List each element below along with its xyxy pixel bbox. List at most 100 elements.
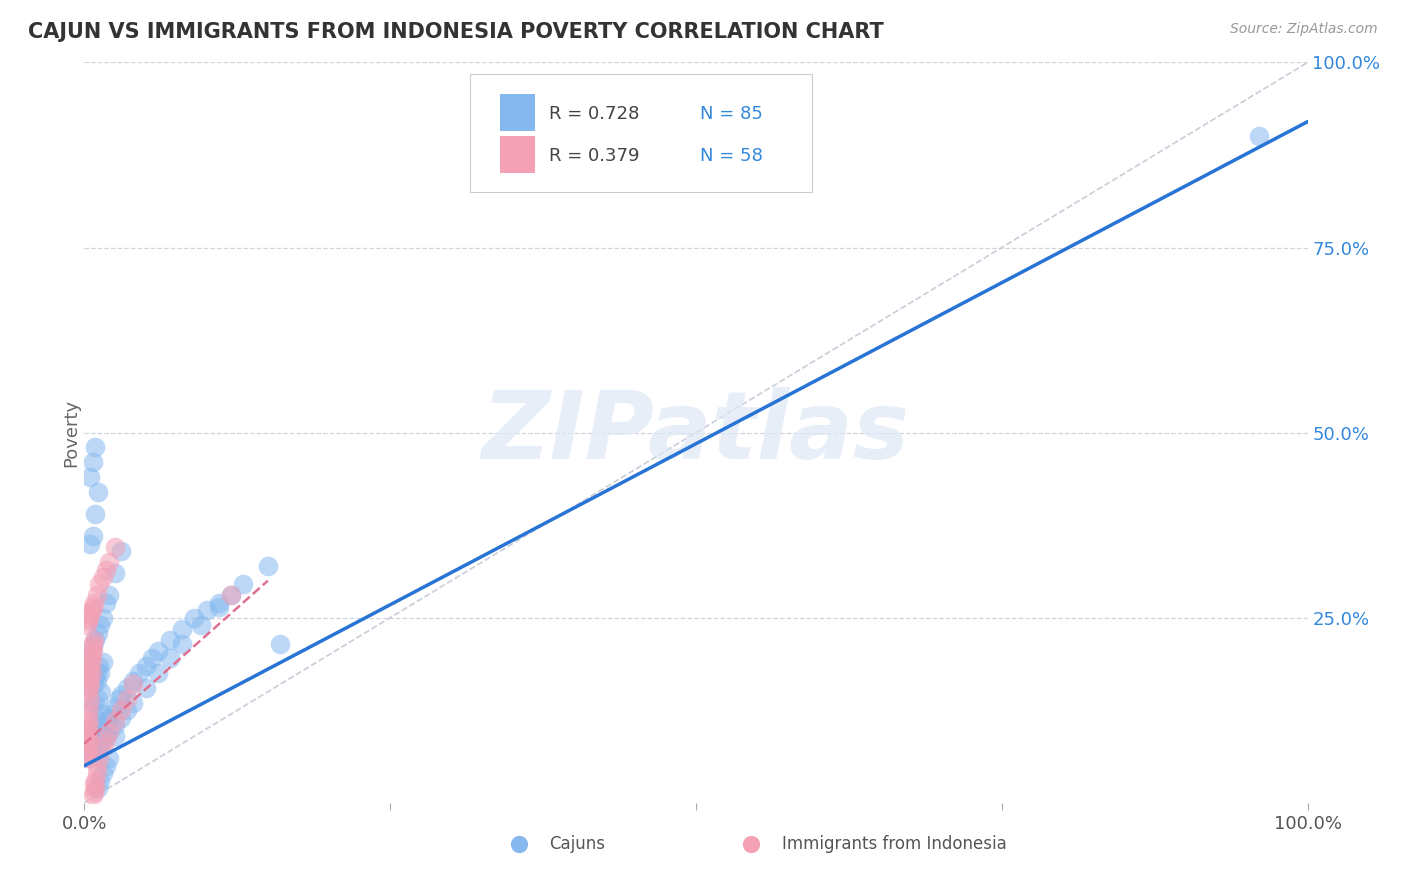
- Point: [96, 758, 118, 772]
- Point: [77, 718, 100, 732]
- Point: [77, 737, 100, 751]
- Point: [91, 732, 114, 747]
- Point: [135, 658, 157, 673]
- Point: [83, 596, 105, 610]
- Point: [83, 732, 105, 747]
- Point: [195, 603, 218, 617]
- Point: [89, 773, 111, 788]
- Point: [104, 566, 127, 581]
- Point: [80, 648, 103, 662]
- Point: [87, 658, 110, 673]
- Point: [76, 740, 98, 755]
- Point: [83, 777, 105, 791]
- Point: [190, 618, 212, 632]
- Point: [86, 718, 108, 732]
- Point: [82, 455, 104, 469]
- Point: [76, 722, 98, 736]
- Text: Cajuns: Cajuns: [550, 835, 605, 853]
- Point: [96, 732, 118, 747]
- Point: [87, 751, 110, 765]
- Point: [77, 615, 100, 629]
- Point: [84, 507, 107, 521]
- Point: [97, 751, 120, 765]
- Point: [96, 563, 118, 577]
- Point: [83, 785, 105, 799]
- Point: [172, 622, 194, 636]
- Point: [91, 610, 114, 624]
- Point: [79, 681, 101, 695]
- Point: [77, 732, 100, 747]
- Point: [87, 780, 110, 795]
- Point: [172, 637, 194, 651]
- Point: [89, 666, 111, 681]
- Point: [79, 658, 101, 673]
- Point: [79, 536, 101, 550]
- Point: [86, 729, 108, 743]
- Point: [77, 706, 100, 721]
- Point: [96, 729, 118, 743]
- Point: [269, 637, 291, 651]
- Point: [91, 655, 114, 669]
- Point: [77, 610, 100, 624]
- Point: [82, 599, 104, 614]
- Text: R = 0.728: R = 0.728: [550, 105, 640, 123]
- Point: [122, 677, 145, 691]
- Point: [79, 651, 101, 665]
- Point: [89, 618, 111, 632]
- Point: [84, 441, 107, 455]
- Point: [80, 699, 103, 714]
- Point: [87, 484, 110, 499]
- Point: [89, 725, 111, 739]
- Point: [110, 711, 132, 725]
- Point: [97, 725, 120, 739]
- Text: R = 0.379: R = 0.379: [550, 147, 640, 165]
- Point: [82, 644, 104, 658]
- Point: [87, 714, 110, 729]
- Point: [93, 722, 115, 736]
- Point: [115, 703, 138, 717]
- Point: [76, 618, 98, 632]
- Point: [104, 714, 127, 729]
- Point: [84, 780, 107, 795]
- Point: [77, 714, 100, 729]
- Point: [83, 677, 105, 691]
- Point: [97, 555, 120, 569]
- FancyBboxPatch shape: [470, 73, 813, 192]
- Point: [89, 737, 111, 751]
- Point: [90, 685, 112, 699]
- Point: [86, 766, 108, 780]
- Point: [76, 729, 98, 743]
- Point: [82, 722, 104, 736]
- Point: [80, 603, 103, 617]
- Point: [82, 789, 104, 803]
- Y-axis label: Poverty: Poverty: [62, 399, 80, 467]
- Text: N = 85: N = 85: [700, 105, 762, 123]
- Point: [77, 673, 100, 688]
- Point: [232, 577, 254, 591]
- Text: N = 58: N = 58: [700, 147, 762, 165]
- Point: [84, 632, 107, 647]
- Point: [104, 729, 127, 743]
- Point: [115, 692, 138, 706]
- Point: [100, 706, 122, 721]
- Point: [77, 685, 100, 699]
- Point: [115, 681, 138, 695]
- Point: [257, 558, 280, 573]
- Point: [86, 589, 108, 603]
- Point: [159, 651, 181, 665]
- Point: [80, 655, 103, 669]
- Point: [79, 677, 101, 691]
- Point: [79, 663, 101, 677]
- Point: [219, 589, 242, 603]
- Point: [91, 740, 114, 755]
- Text: Source: ZipAtlas.com: Source: ZipAtlas.com: [1230, 22, 1378, 37]
- Point: [208, 596, 231, 610]
- Point: [79, 737, 101, 751]
- Point: [96, 596, 118, 610]
- Point: [79, 470, 101, 484]
- Point: [79, 607, 101, 621]
- Point: [97, 589, 120, 603]
- Point: [122, 673, 145, 688]
- Point: [146, 666, 169, 681]
- Point: [86, 673, 108, 688]
